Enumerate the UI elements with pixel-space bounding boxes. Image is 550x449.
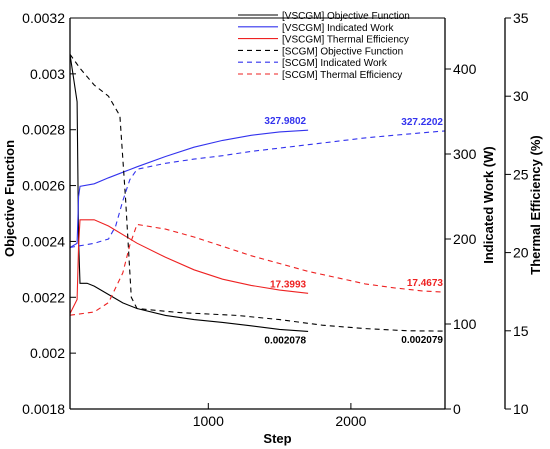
y-left-tick-label: 0.002 — [30, 345, 65, 361]
y-right1-tick-label: 100 — [453, 316, 477, 332]
y-left-tick-label: 0.003 — [30, 66, 65, 82]
series-line-vscgm-thermal-efficiency — [69, 219, 309, 314]
y-right1-tick-label: 400 — [453, 61, 477, 77]
legend-label: [SCGM] Indicated Work — [282, 58, 388, 69]
series-line-scgm-objective-function — [69, 53, 446, 332]
y-right2-tick-label: 20 — [513, 245, 529, 261]
y-right1-tick-label: 200 — [453, 231, 477, 247]
y-right2-tick-label: 15 — [513, 323, 529, 339]
value-annotation: 0.002079 — [401, 335, 443, 346]
y-left-axis-title: Objective Function — [2, 140, 17, 257]
y-right1-axis-title: Indicated Work (W) — [481, 146, 496, 263]
series-line-vscgm-objective-function — [69, 54, 309, 332]
x-axis-title: Step — [263, 431, 291, 446]
y-right2-tick-label: 35 — [513, 10, 529, 26]
value-annotation: 327.2202 — [401, 117, 443, 128]
legend-label: [VSCGM] Indicated Work — [282, 23, 395, 34]
y-right2-axis-title: Thermal Efficiency (%) — [528, 135, 543, 274]
value-annotation: 17.3993 — [270, 279, 307, 290]
x-tick-label: 1000 — [193, 413, 224, 429]
y-right1-tick-label: 0 — [453, 401, 461, 417]
legend-label: [VSCGM] Objective Function — [282, 11, 410, 22]
legend-label: [SCGM] Thermal Efficiency — [282, 70, 402, 81]
y-left-tick-label: 0.0026 — [22, 178, 65, 194]
legend-label: [SCGM] Objective Function — [282, 46, 403, 57]
y-left-tick-label: 0.0024 — [22, 233, 65, 249]
y-left-tick-label: 0.0018 — [22, 401, 65, 417]
series-line-scgm-thermal-efficiency — [69, 223, 446, 316]
y-left-tick-label: 0.0028 — [22, 122, 65, 138]
y-right2-tick-label: 30 — [513, 88, 529, 104]
series-line-vscgm-indicated-work — [69, 129, 309, 248]
value-annotation: 327.9802 — [264, 116, 306, 127]
series-line-scgm-indicated-work — [69, 130, 446, 249]
y-left-tick-label: 0.0022 — [22, 289, 65, 305]
value-annotation: 17.4673 — [407, 278, 444, 289]
y-right2-tick-label: 10 — [513, 401, 529, 417]
x-tick-label: 2000 — [335, 413, 366, 429]
legend-label: [VSCGM] Thermal Efficiency — [282, 35, 409, 46]
y-left-tick-label: 0.0032 — [22, 10, 65, 26]
y-right1-tick-label: 300 — [453, 146, 477, 162]
y-right2-tick-label: 25 — [513, 166, 529, 182]
value-annotation: 0.002078 — [264, 335, 306, 346]
